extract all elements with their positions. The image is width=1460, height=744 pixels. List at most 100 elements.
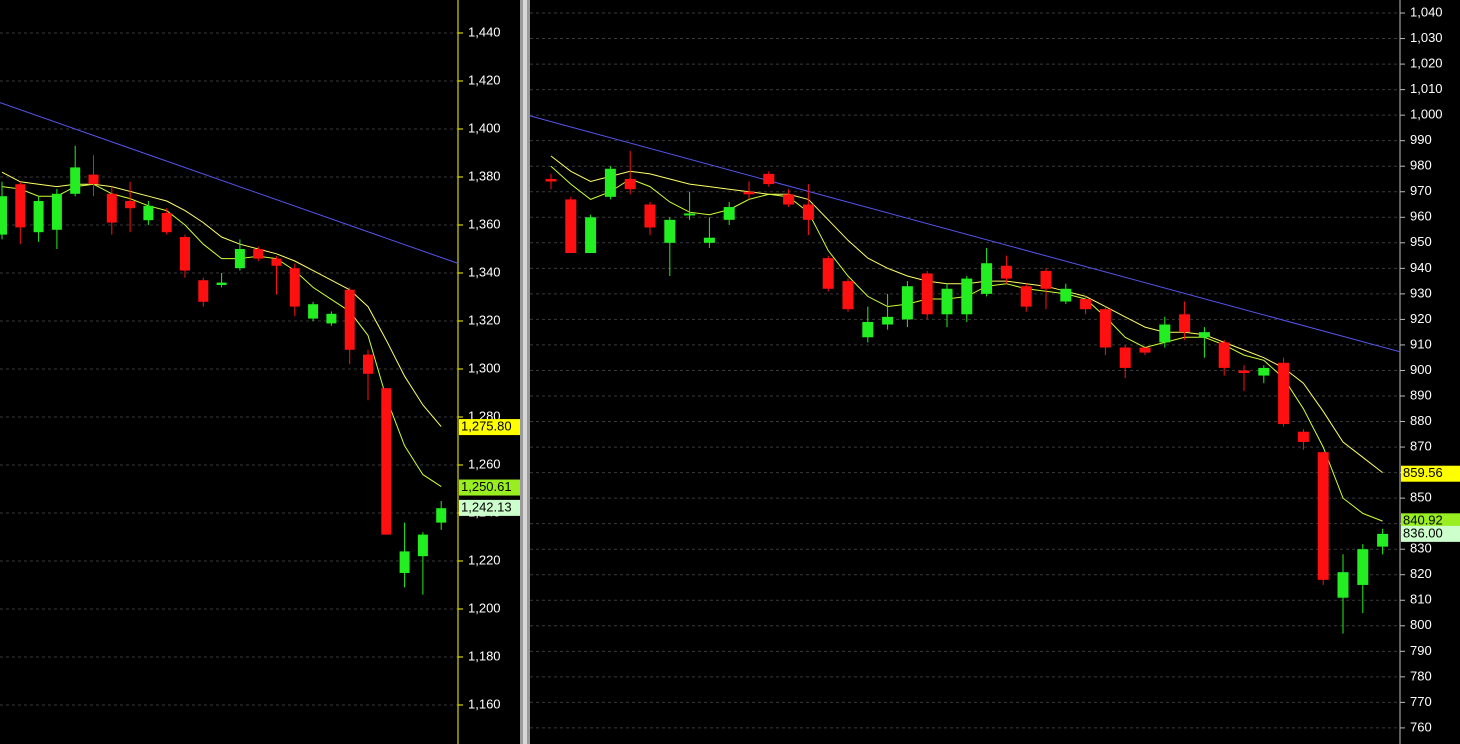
y-tick-label: 950 [1410, 234, 1432, 249]
candle-body [1317, 452, 1329, 580]
candle-body [604, 168, 616, 197]
candle-body [585, 217, 597, 254]
candle-body [703, 237, 715, 243]
candle-body [684, 213, 696, 216]
y-tick-label: 1,320 [468, 312, 501, 327]
y-tick-label: 1,000 [1410, 107, 1443, 122]
y-tick-label: 910 [1410, 336, 1432, 351]
y-tick-label: 1,300 [468, 360, 501, 375]
candle-body [565, 199, 577, 254]
chart-panel: 1,1601,1801,2001,2201,2401,2601,2801,300… [0, 0, 520, 744]
trend-line [0, 102, 459, 264]
candle-body [308, 304, 319, 319]
y-tick-label: 830 [1410, 541, 1432, 556]
price-label-box [459, 479, 520, 496]
candle-body [106, 193, 117, 223]
y-tick-label: 940 [1410, 260, 1432, 275]
candle-body [1060, 288, 1072, 302]
candle-body [1179, 314, 1191, 333]
candle-body [33, 201, 44, 233]
y-tick-label: 900 [1410, 362, 1432, 377]
candle-body [1278, 362, 1290, 425]
y-tick-label: 1,220 [468, 552, 501, 567]
price-label-box [1401, 465, 1460, 482]
candle-body [1119, 347, 1131, 368]
candle-body [1238, 370, 1250, 374]
y-tick-label: 760 [1410, 719, 1432, 734]
candle-body [180, 237, 190, 271]
candle-body [743, 191, 755, 195]
y-tick-label: 1,360 [468, 216, 501, 231]
candle-body [802, 204, 814, 220]
candle-body [1337, 572, 1349, 598]
candle-body [644, 204, 656, 228]
candle-body [1218, 342, 1230, 368]
candle-body [363, 354, 373, 374]
y-tick-label: 820 [1410, 566, 1432, 581]
y-tick-label: 850 [1410, 490, 1432, 505]
candle-body [901, 286, 913, 320]
price-label: 859.56 [1403, 465, 1443, 480]
candle-body [1159, 324, 1171, 343]
y-tick-label: 980 [1410, 158, 1432, 173]
candle-body [1099, 309, 1111, 348]
price-label: 1,242.13 [461, 499, 512, 514]
candle-body [624, 178, 636, 190]
candle-body [271, 258, 282, 266]
candle-body [0, 196, 7, 235]
price-label-box [1401, 525, 1460, 542]
candle-body [822, 258, 834, 289]
candle-body [70, 167, 81, 194]
y-tick-label: 780 [1410, 668, 1432, 683]
candle-body [842, 281, 854, 310]
price-label-box [459, 419, 520, 436]
trend-line [529, 115, 1401, 353]
candle-body [15, 184, 26, 228]
y-tick-label: 920 [1410, 311, 1432, 326]
candle-body [216, 282, 227, 285]
y-tick-label: 1,420 [468, 72, 501, 87]
price-label-box [1401, 513, 1460, 530]
candle-body [723, 207, 735, 220]
candle-body [125, 201, 136, 209]
candle-body [763, 173, 775, 185]
price-label: 840.92 [1403, 513, 1443, 528]
y-tick-label: 1,200 [468, 600, 501, 615]
candle-body [344, 289, 355, 350]
candle-body [545, 178, 557, 182]
y-tick-label: 1,400 [468, 120, 501, 135]
y-tick-label: 870 [1410, 439, 1432, 454]
panel-splitter-highlight [523, 0, 527, 744]
y-tick-label: 1,160 [468, 696, 501, 711]
candle-body [1198, 332, 1210, 338]
y-tick-label: 1,030 [1410, 30, 1443, 45]
y-tick-label: 970 [1410, 183, 1432, 198]
candle-body [882, 316, 894, 325]
y-tick-label: 960 [1410, 209, 1432, 224]
y-tick-label: 1,380 [468, 168, 501, 183]
candle-body [981, 263, 993, 294]
candle-body [161, 213, 172, 233]
y-tick-label: 930 [1410, 285, 1432, 300]
y-tick-label: 1,340 [468, 264, 501, 279]
y-tick-label: 770 [1410, 694, 1432, 709]
y-tick-label: 1,180 [468, 648, 501, 663]
y-tick-label: 790 [1410, 643, 1432, 658]
candle-body [961, 278, 973, 315]
candle-body [1000, 265, 1012, 279]
candle-body [399, 551, 410, 573]
y-tick-label: 890 [1410, 387, 1432, 402]
candle-body [1040, 270, 1052, 289]
candle-body [143, 205, 154, 221]
price-label-box [459, 499, 520, 516]
candle-body [1377, 533, 1389, 547]
candle-body [664, 219, 676, 243]
candle-body [436, 508, 447, 523]
chart-panel: 7607707807908008108208308408508608708808… [529, 0, 1460, 744]
y-tick-label: 800 [1410, 617, 1432, 632]
candle-body [381, 388, 392, 535]
price-label: 1,275.80 [461, 419, 512, 434]
candle-body [234, 249, 245, 269]
